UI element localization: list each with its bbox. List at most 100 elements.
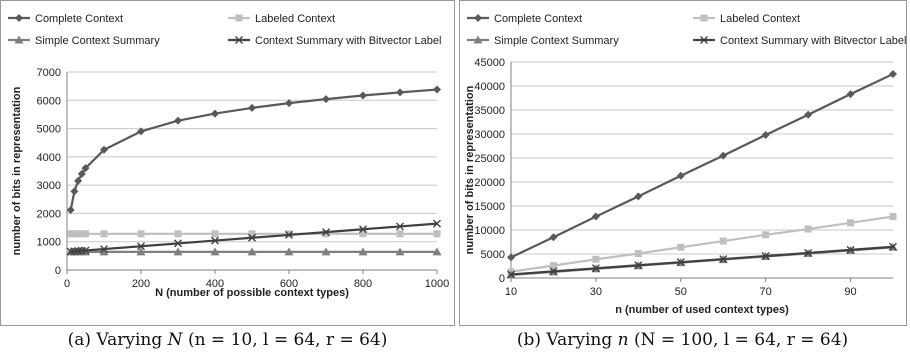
data-point <box>74 230 82 238</box>
legend-entry-3: Context Summary with Bitvector Label <box>228 35 441 47</box>
data-point <box>676 171 685 180</box>
data-point <box>359 225 367 234</box>
legend-marker <box>235 36 243 44</box>
data-point <box>719 237 727 245</box>
data-point <box>100 230 108 238</box>
y-tick-label: 3000 <box>37 180 61 192</box>
caption-b-var: n <box>617 330 629 350</box>
chart-a-frame <box>0 0 455 326</box>
legend-entry-1: Labeled Context <box>228 13 335 25</box>
legend-entry-1: Labeled Context <box>693 13 800 25</box>
caption-b-label: (b) Varying <box>516 330 613 350</box>
data-point <box>804 110 813 119</box>
data-point <box>248 103 256 112</box>
caption-a-var: N <box>167 330 183 350</box>
data-point <box>634 250 642 258</box>
data-point <box>174 239 182 248</box>
data-point <box>592 255 600 263</box>
data-point <box>433 85 441 94</box>
y-tick-label: 30000 <box>474 129 505 141</box>
legend-marker <box>700 36 708 44</box>
data-point <box>136 247 146 256</box>
y-tick-label: 5000 <box>481 249 505 261</box>
series-complete-context <box>507 70 897 262</box>
data-point <box>889 213 897 221</box>
legend-marker <box>700 14 708 22</box>
caption-a-label: (a) Varying <box>67 330 163 350</box>
series-line <box>510 245 894 276</box>
y-tick-label: 20000 <box>474 177 505 189</box>
data-point <box>285 230 293 239</box>
data-point <box>211 109 219 118</box>
data-point <box>761 130 770 139</box>
data-point <box>591 212 600 221</box>
series-line <box>510 73 894 259</box>
data-point <box>359 91 367 100</box>
data-point <box>210 247 220 256</box>
data-point <box>247 247 257 256</box>
data-point <box>549 267 558 276</box>
data-point <box>634 261 643 270</box>
legend-label: Complete Context <box>494 13 582 25</box>
x-tick-label: 90 <box>844 286 856 298</box>
x-tick-label: 200 <box>132 278 150 290</box>
chart-a-gridlines <box>67 71 437 271</box>
legend-label: Labeled Context <box>255 13 335 25</box>
data-point <box>70 230 78 238</box>
data-point <box>322 230 330 238</box>
series-labeled-context <box>507 213 897 276</box>
data-point <box>396 88 404 97</box>
legend-entry-0: Complete Context <box>467 13 582 25</box>
y-tick-label: 2000 <box>37 208 61 220</box>
data-point <box>173 247 183 256</box>
legend-marker <box>235 14 243 22</box>
y-tick-label: 6000 <box>37 95 61 107</box>
legend-entry-3: Context Summary with Bitvector Label <box>693 35 906 47</box>
data-point <box>211 230 219 238</box>
chart-a-x-axis-title: N (number of possible context types) <box>155 287 349 299</box>
data-point <box>677 243 685 251</box>
data-point <box>719 151 728 160</box>
data-point <box>507 270 515 279</box>
series-labeled-context <box>67 230 441 238</box>
x-tick-label: 400 <box>206 278 224 290</box>
data-point <box>433 230 441 238</box>
data-point <box>100 145 108 154</box>
data-point <box>591 264 600 273</box>
series-context-summary-with-bitvector-label <box>507 242 897 279</box>
x-tick-label: 0 <box>64 278 70 290</box>
data-point <box>358 247 368 256</box>
data-point <box>81 246 90 255</box>
x-tick-label: 10 <box>505 286 517 298</box>
y-tick-label: 35000 <box>474 105 505 117</box>
chart-b-x-axis-title: n (number of used context types) <box>615 304 789 316</box>
caption-a-params: (n = 10, l = 64, r = 64) <box>187 330 388 350</box>
data-point <box>67 230 75 238</box>
caption-b: (b) Varying n (N = 100, l = 64, r = 64) <box>455 330 910 350</box>
data-point <box>322 228 330 237</box>
data-point <box>78 230 86 238</box>
legend-marker <box>14 35 24 44</box>
legend-label: Complete Context <box>35 13 123 25</box>
caption-a: (a) Varying N (n = 10, l = 64, r = 64) <box>0 330 455 350</box>
y-tick-label: 0 <box>55 265 61 277</box>
chart-b: 0 5000 10000 15000 20000 25000 30000 35000 40000… <box>459 0 907 326</box>
data-point <box>82 230 89 238</box>
y-tick-label: 25000 <box>474 153 505 165</box>
data-point <box>100 245 108 254</box>
data-point <box>889 242 897 251</box>
data-point <box>719 255 728 264</box>
data-point <box>137 230 145 238</box>
chart-panel-b: 0 5000 10000 15000 20000 25000 30000 35000 40000… <box>459 0 907 326</box>
chart-a: 0 1000 2000 3000 4000 5000 6000 7000 0 200 400 600 8… <box>0 0 455 326</box>
x-tick-label: 30 <box>590 286 602 298</box>
legend-entry-2: Simple Context Summary <box>8 35 160 47</box>
series-line <box>510 215 894 273</box>
legend-entry-0: Complete Context <box>8 13 123 25</box>
data-point <box>433 219 441 228</box>
data-point <box>248 233 256 242</box>
x-tick-label: 600 <box>280 278 298 290</box>
legend-label: Simple Context Summary <box>494 35 619 47</box>
data-point <box>761 252 770 261</box>
data-point <box>285 230 293 238</box>
